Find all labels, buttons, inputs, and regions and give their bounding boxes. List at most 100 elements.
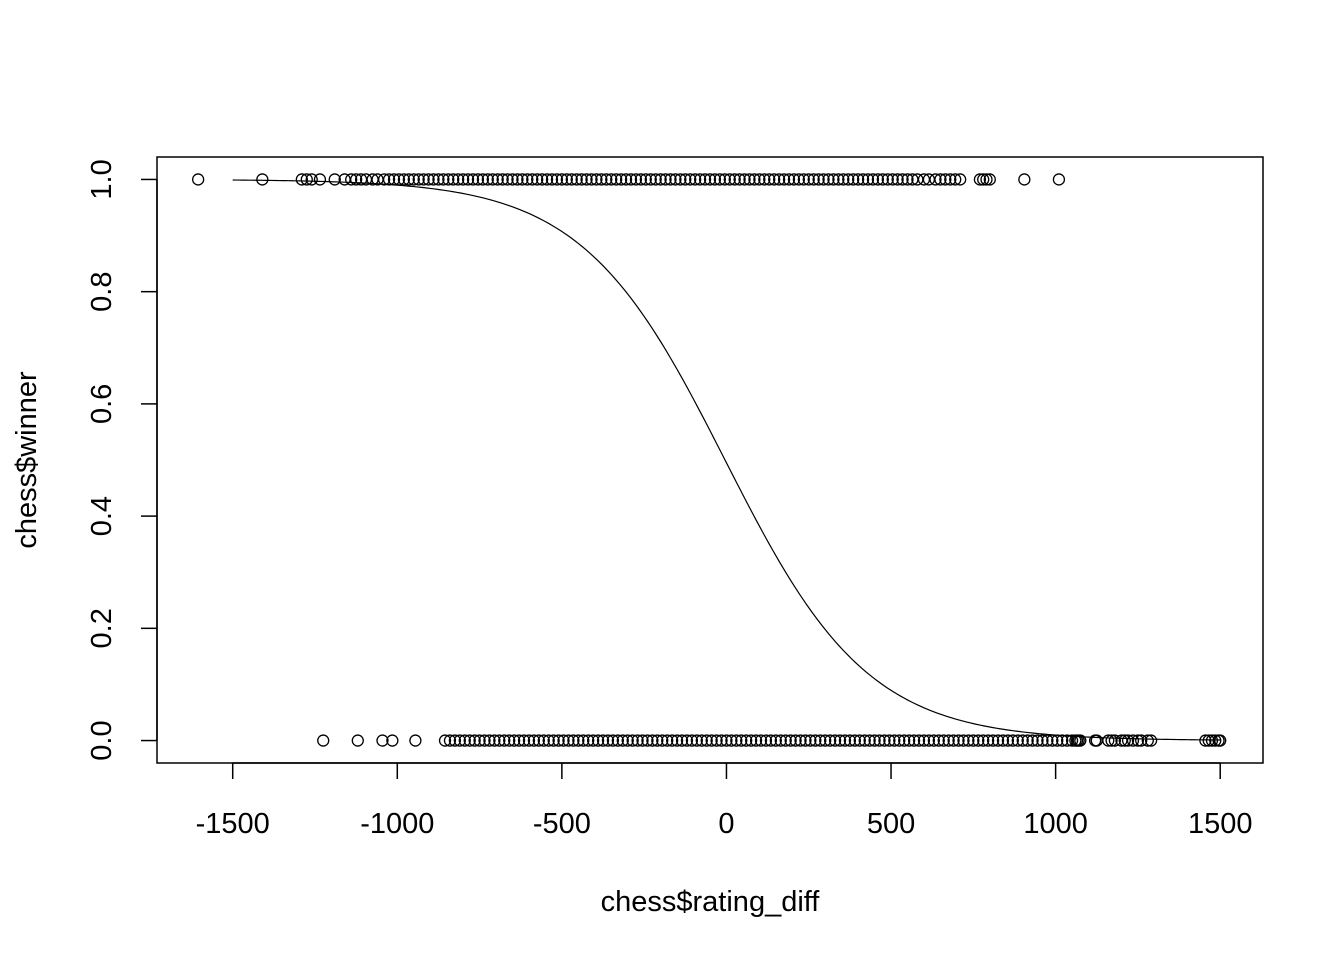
data-point bbox=[483, 734, 496, 747]
y-axis-label: chess$winner bbox=[11, 371, 43, 549]
data-point bbox=[784, 734, 797, 747]
data-point bbox=[710, 734, 723, 747]
y-axis: 0.0 0.2 0.4 0.6 0.8 1.0 bbox=[86, 159, 158, 761]
data-point bbox=[496, 173, 509, 186]
data-point bbox=[934, 173, 947, 186]
data-point bbox=[1021, 734, 1034, 747]
data-point bbox=[812, 173, 825, 186]
data-point bbox=[680, 734, 694, 747]
data-point bbox=[313, 173, 327, 186]
data-point bbox=[626, 734, 639, 747]
data-point bbox=[690, 734, 703, 747]
data-point bbox=[1118, 734, 1131, 747]
data-point bbox=[693, 173, 707, 186]
x-tick-label: -1000 bbox=[360, 808, 434, 840]
data-point bbox=[939, 173, 952, 186]
data-point bbox=[295, 173, 308, 186]
data-point bbox=[575, 173, 588, 186]
data-point bbox=[565, 173, 578, 186]
data-point bbox=[695, 734, 708, 747]
data-point bbox=[1041, 734, 1054, 747]
data-point bbox=[1016, 734, 1029, 747]
data-point bbox=[738, 173, 751, 186]
data-point bbox=[871, 173, 885, 186]
data-point bbox=[802, 173, 815, 186]
data-point bbox=[876, 173, 889, 186]
data-point bbox=[804, 734, 817, 747]
data-point bbox=[758, 173, 771, 186]
data-point bbox=[634, 173, 648, 186]
data-point bbox=[542, 734, 555, 747]
data-point bbox=[409, 734, 422, 747]
data-point bbox=[659, 173, 672, 186]
x-axis: -1500 -1000 -500 0 500 1000 1500 bbox=[196, 762, 1252, 840]
data-point bbox=[886, 173, 899, 186]
data-point bbox=[601, 734, 615, 747]
data-point bbox=[611, 734, 624, 747]
data-point bbox=[377, 173, 391, 186]
data-point bbox=[547, 734, 560, 747]
data-point bbox=[907, 734, 921, 747]
data-point bbox=[878, 734, 891, 747]
data-point bbox=[522, 734, 536, 747]
data-point bbox=[456, 173, 470, 186]
data-point bbox=[585, 173, 598, 186]
data-point bbox=[779, 734, 792, 747]
data-point bbox=[1141, 734, 1154, 747]
data-point bbox=[512, 734, 526, 747]
data-point bbox=[605, 173, 618, 186]
data-point bbox=[912, 734, 926, 747]
x-tick-label: -1500 bbox=[196, 808, 270, 840]
data-point bbox=[962, 734, 975, 747]
data-point bbox=[412, 173, 425, 186]
data-point bbox=[453, 734, 466, 747]
data-point bbox=[531, 173, 544, 186]
data-point bbox=[442, 173, 455, 186]
data-point bbox=[927, 734, 940, 747]
y-tick-label: 0.4 bbox=[86, 496, 118, 536]
data-point bbox=[562, 734, 575, 747]
data-point bbox=[944, 173, 957, 186]
data-point bbox=[768, 173, 781, 186]
data-point bbox=[577, 734, 590, 747]
data-point bbox=[1135, 734, 1148, 747]
y-tick-label: 0.8 bbox=[86, 272, 118, 312]
data-point bbox=[851, 173, 865, 186]
data-point bbox=[991, 734, 1005, 747]
data-point bbox=[427, 173, 440, 186]
data-point bbox=[922, 734, 936, 747]
data-point bbox=[883, 734, 896, 747]
data-point bbox=[621, 734, 634, 747]
data-point bbox=[1199, 734, 1212, 747]
data-point bbox=[305, 173, 318, 186]
data-point bbox=[901, 173, 914, 186]
plot-frame bbox=[156, 156, 1264, 764]
data-point bbox=[1052, 173, 1066, 186]
data-point bbox=[743, 173, 756, 186]
data-point bbox=[833, 734, 847, 747]
data-point bbox=[772, 173, 786, 186]
data-point bbox=[595, 173, 608, 186]
data-point bbox=[526, 173, 539, 186]
data-point bbox=[973, 173, 987, 186]
data-point bbox=[488, 734, 501, 747]
data-point bbox=[552, 734, 565, 747]
data-point bbox=[507, 734, 521, 747]
data-point bbox=[759, 734, 773, 747]
data-point bbox=[1026, 734, 1039, 747]
data-point bbox=[799, 734, 812, 747]
data-point bbox=[809, 734, 822, 747]
data-point bbox=[557, 734, 570, 747]
data-point bbox=[1006, 734, 1019, 747]
x-axis-label: chess$rating_diff bbox=[601, 886, 821, 918]
data-point bbox=[787, 173, 801, 186]
data-point bbox=[473, 734, 486, 747]
data-point bbox=[868, 734, 881, 747]
data-point bbox=[792, 173, 806, 186]
x-tick-label: 1000 bbox=[1023, 808, 1088, 840]
data-point bbox=[516, 173, 529, 186]
data-point bbox=[858, 734, 871, 747]
y-tick-label: 0.6 bbox=[86, 384, 118, 424]
data-point bbox=[537, 734, 550, 747]
